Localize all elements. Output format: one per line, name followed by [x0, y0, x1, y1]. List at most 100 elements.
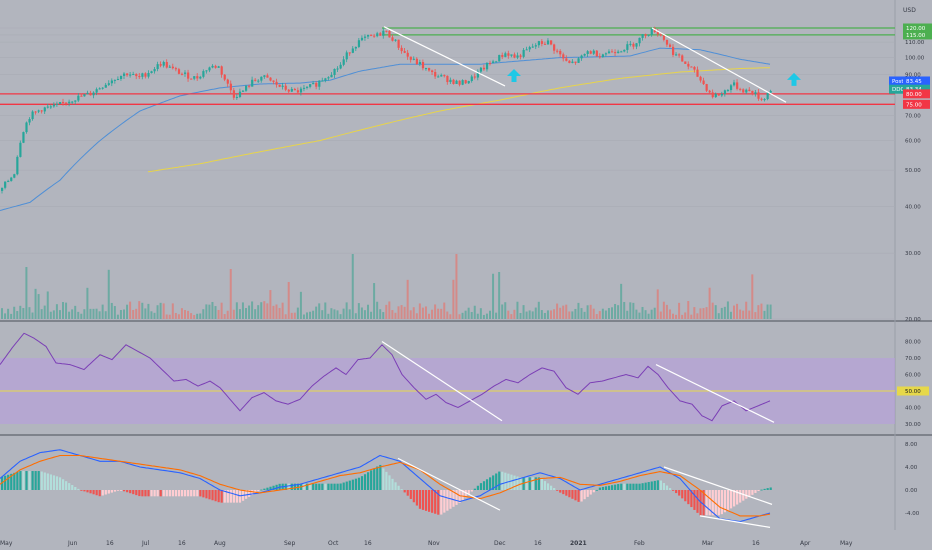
volume-bar — [473, 305, 476, 319]
volume-bar — [745, 301, 748, 319]
volume-bar — [223, 314, 226, 319]
horizontal-levels[interactable] — [0, 27, 895, 105]
candle-body — [733, 82, 736, 86]
macd-histogram-bar — [104, 490, 107, 495]
rsi-trendline[interactable] — [381, 340, 503, 422]
price-tick-label: 60.00 — [905, 139, 921, 145]
up-arrow-icon[interactable] — [507, 69, 521, 83]
candle-body — [104, 84, 107, 88]
volume-bar — [455, 254, 458, 319]
volume-bar — [684, 312, 687, 319]
macd-histogram-bar — [165, 490, 168, 497]
volume-bar — [174, 312, 177, 319]
candle-body — [418, 62, 422, 65]
volume-bar — [257, 305, 260, 319]
macd-histogram-bar — [467, 490, 470, 495]
macd-histogram-bar — [217, 490, 220, 503]
volume-bar — [348, 309, 351, 319]
candle-body — [229, 83, 232, 91]
macd-histogram-bar — [248, 490, 251, 497]
macd-histogram-bar — [129, 490, 132, 494]
trendline[interactable] — [383, 26, 506, 87]
volume-bar — [546, 310, 549, 319]
price-tag-label: DDOG — [892, 87, 909, 93]
candle-body — [379, 33, 382, 36]
macd-histogram-bar — [763, 488, 766, 490]
price-tick-label: 40.00 — [905, 204, 921, 210]
candle-body — [525, 49, 528, 51]
price-tag — [889, 84, 912, 94]
moving-averages — [0, 47, 771, 211]
macd-histogram-bar — [479, 483, 483, 490]
candles[interactable] — [1, 26, 772, 194]
macd-histogram-bar — [485, 479, 489, 490]
candle-body — [360, 37, 364, 41]
candle-body — [55, 103, 59, 105]
candle-body — [397, 39, 400, 48]
trendlines[interactable] — [383, 26, 787, 103]
candle-body — [485, 63, 489, 70]
macd-histogram-bar — [607, 485, 611, 490]
volume-bar — [559, 307, 562, 319]
candle-body — [266, 75, 269, 78]
up-arrow-icon[interactable] — [787, 72, 801, 86]
macd-histogram-bar — [13, 472, 16, 490]
volume-bar — [68, 311, 71, 319]
macd-trendline[interactable] — [663, 466, 773, 505]
candle-body — [601, 54, 605, 58]
macd-histogram-bar — [324, 483, 327, 490]
macd-histogram-bar — [543, 481, 547, 490]
volume-bar — [528, 310, 531, 319]
candle-body — [412, 58, 415, 60]
candle-body — [717, 93, 720, 96]
macd-histogram-bar — [269, 486, 272, 490]
candle-body — [202, 71, 205, 77]
volume-bar — [607, 308, 610, 319]
volume-bar — [434, 304, 437, 319]
macd-histogram-bar — [739, 490, 742, 503]
volume-bar — [617, 305, 620, 319]
macd-histogram-bar — [446, 490, 449, 511]
volume-bar — [519, 312, 522, 319]
candle-body — [275, 81, 278, 85]
candle-body — [162, 61, 165, 66]
rsi-pane[interactable] — [0, 332, 775, 423]
rsi-trendline[interactable] — [655, 364, 775, 423]
volume-bar — [626, 310, 629, 319]
time-tick-label: 16 — [534, 540, 542, 547]
arrows[interactable] — [507, 69, 801, 86]
candle-body — [470, 76, 473, 81]
candle-body — [49, 106, 52, 108]
time-tick-label: 2021 — [570, 540, 587, 547]
volume-bar — [58, 310, 61, 319]
macd-trendline[interactable] — [397, 457, 501, 511]
volume-bar — [315, 306, 318, 319]
volume-bar — [241, 302, 244, 319]
macd-trendline[interactable] — [699, 515, 771, 528]
candle-body — [327, 77, 330, 79]
macd-histogram-bar — [196, 490, 199, 497]
macd-histogram-bar — [135, 490, 138, 496]
candle-body — [342, 59, 345, 65]
candle-body — [736, 82, 739, 89]
volume-bar — [10, 313, 13, 319]
candle-body — [248, 85, 251, 87]
macd-histogram-bar — [604, 486, 608, 490]
candle-body — [367, 34, 370, 37]
trendline[interactable] — [651, 27, 787, 103]
volume-bar — [601, 308, 604, 319]
candle-body — [92, 92, 95, 96]
macd-pane[interactable] — [0, 449, 773, 528]
macd-histogram-bar — [415, 490, 418, 506]
candle-body — [382, 30, 385, 36]
price-tag-label: 75.00 — [906, 102, 922, 108]
volume-bar — [373, 283, 376, 319]
time-tick-label: 16 — [364, 540, 372, 547]
volume-bar — [754, 312, 757, 319]
volume-bar — [690, 314, 693, 319]
candle-body — [434, 71, 437, 77]
macd-histogram-bar — [437, 490, 440, 515]
candle-body — [626, 44, 629, 50]
volume-bar — [492, 273, 495, 319]
